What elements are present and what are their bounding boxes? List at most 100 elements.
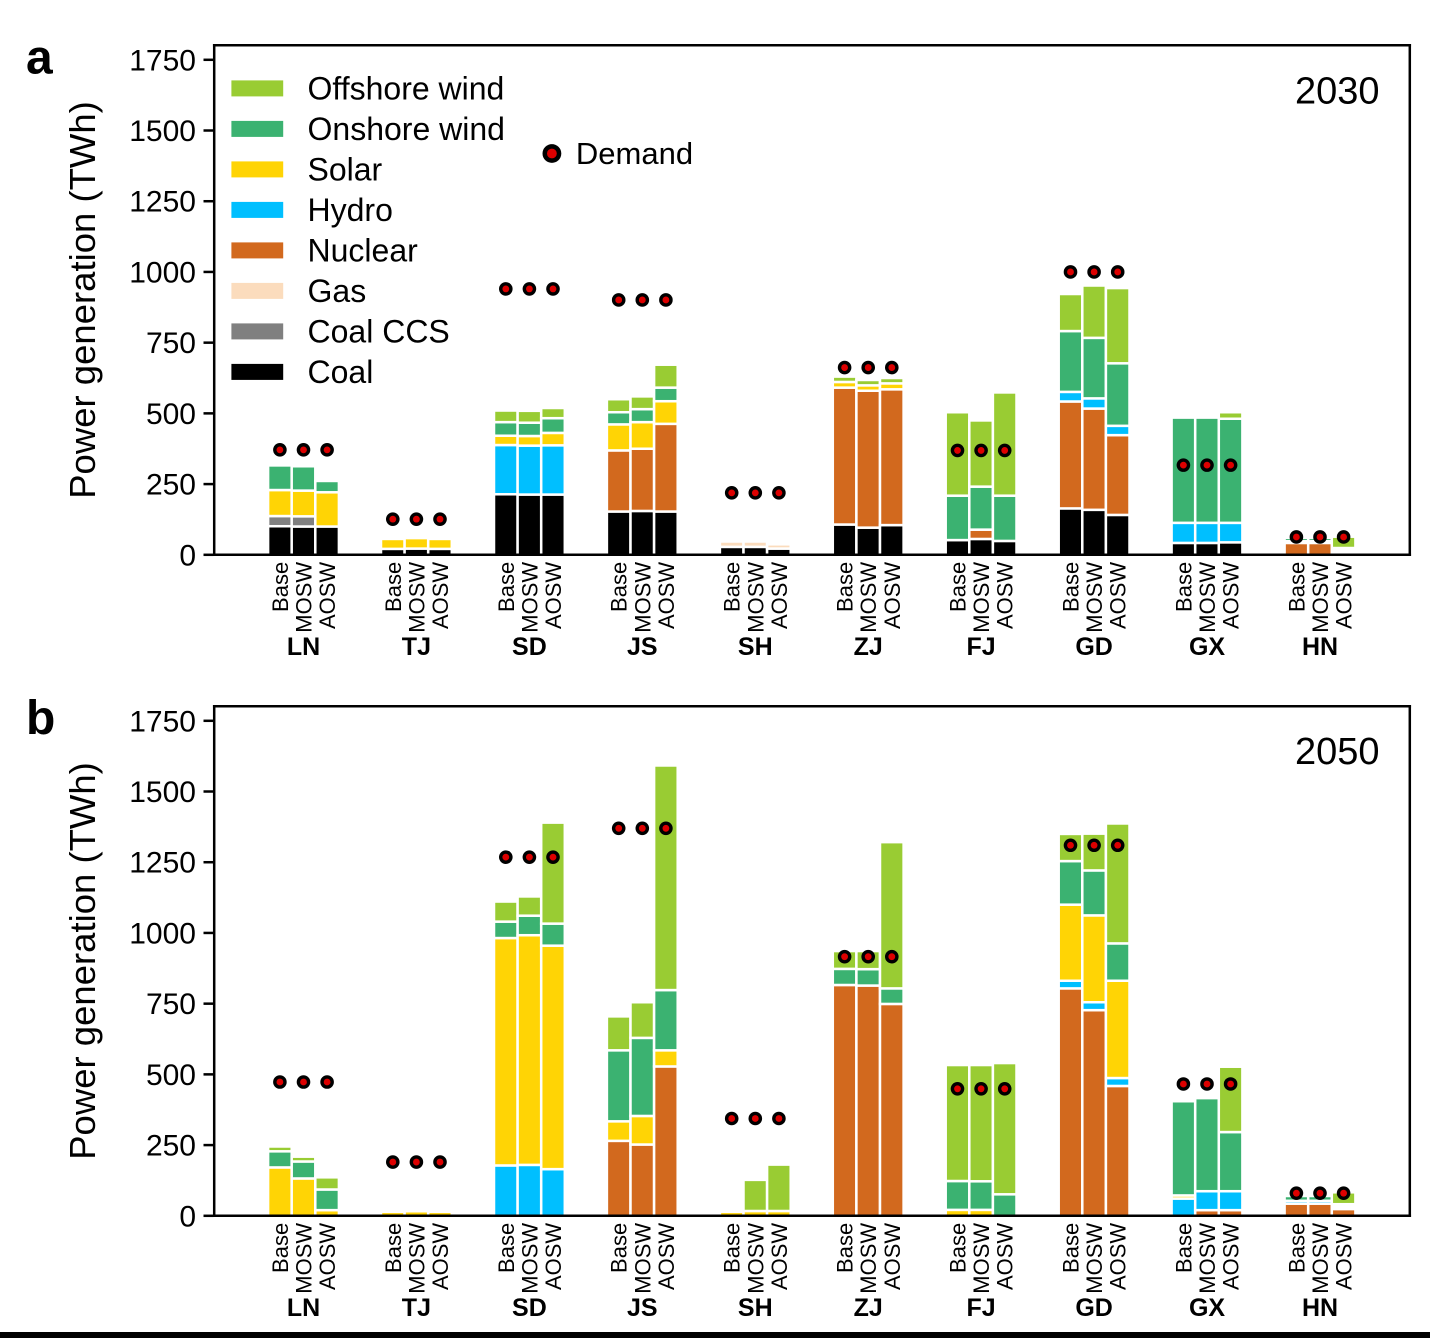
svg-text:1000: 1000 <box>129 256 196 289</box>
svg-text:1750: 1750 <box>129 44 196 77</box>
svg-text:AOSW: AOSW <box>1106 562 1131 629</box>
svg-text:AOSW: AOSW <box>1332 1223 1357 1290</box>
svg-text:Power generation (TWh): Power generation (TWh) <box>62 762 103 1160</box>
svg-text:Base: Base <box>381 562 406 612</box>
svg-text:1500: 1500 <box>129 115 196 148</box>
svg-text:1000: 1000 <box>129 917 196 950</box>
svg-text:0: 0 <box>179 1200 196 1233</box>
svg-text:250: 250 <box>146 469 196 502</box>
svg-text:Coal: Coal <box>308 354 374 390</box>
svg-text:Base: Base <box>1284 562 1309 612</box>
svg-text:Demand: Demand <box>576 136 693 171</box>
svg-text:Base: Base <box>720 562 745 612</box>
svg-text:HN: HN <box>1302 1294 1338 1322</box>
svg-text:Base: Base <box>1059 1223 1084 1273</box>
svg-text:AOSW: AOSW <box>1106 1223 1131 1290</box>
svg-text:GD: GD <box>1075 633 1113 661</box>
svg-text:GX: GX <box>1189 1294 1225 1322</box>
svg-text:AOSW: AOSW <box>767 1223 792 1290</box>
svg-text:AOSW: AOSW <box>428 1223 453 1290</box>
svg-text:SH: SH <box>738 1294 773 1322</box>
svg-text:1500: 1500 <box>129 776 196 809</box>
svg-text:FJ: FJ <box>967 1294 996 1322</box>
svg-text:a: a <box>26 31 53 84</box>
svg-text:Onshore wind: Onshore wind <box>308 111 505 147</box>
svg-text:750: 750 <box>146 988 196 1021</box>
svg-text:Offshore wind: Offshore wind <box>308 70 505 106</box>
svg-text:Coal CCS: Coal CCS <box>308 313 450 349</box>
svg-text:AOSW: AOSW <box>993 562 1018 629</box>
svg-text:Hydro: Hydro <box>308 192 393 228</box>
svg-text:Base: Base <box>1171 562 1196 612</box>
svg-text:JS: JS <box>627 1294 658 1322</box>
svg-text:AOSW: AOSW <box>767 562 792 629</box>
svg-text:MOSW: MOSW <box>856 562 881 633</box>
svg-text:AOSW: AOSW <box>541 1223 566 1290</box>
svg-text:1750: 1750 <box>129 705 196 738</box>
svg-text:500: 500 <box>146 398 196 431</box>
svg-text:1250: 1250 <box>129 186 196 219</box>
svg-text:FJ: FJ <box>967 633 996 661</box>
svg-text:AOSW: AOSW <box>315 562 340 629</box>
svg-text:MOSW: MOSW <box>1308 562 1333 633</box>
svg-text:750: 750 <box>146 327 196 360</box>
svg-text:LN: LN <box>287 633 320 661</box>
svg-text:500: 500 <box>146 1059 196 1092</box>
svg-text:2030: 2030 <box>1295 70 1380 112</box>
svg-text:AOSW: AOSW <box>315 1223 340 1290</box>
svg-text:Base: Base <box>1284 1223 1309 1273</box>
svg-text:MOSW: MOSW <box>969 1223 994 1294</box>
svg-text:AOSW: AOSW <box>993 1223 1018 1290</box>
svg-text:TJ: TJ <box>402 633 431 661</box>
svg-text:Gas: Gas <box>308 273 367 309</box>
svg-text:Base: Base <box>494 1223 519 1273</box>
svg-text:AOSW: AOSW <box>428 562 453 629</box>
svg-text:Base: Base <box>720 1223 745 1273</box>
svg-text:MOSW: MOSW <box>630 562 655 633</box>
svg-text:MOSW: MOSW <box>1195 1223 1220 1294</box>
svg-text:MOSW: MOSW <box>743 562 768 633</box>
svg-text:Power generation (TWh): Power generation (TWh) <box>62 101 103 499</box>
svg-text:Base: Base <box>607 562 632 612</box>
svg-text:MOSW: MOSW <box>517 1223 542 1294</box>
svg-text:MOSW: MOSW <box>743 1223 768 1294</box>
svg-text:MOSW: MOSW <box>1308 1223 1333 1294</box>
svg-text:250: 250 <box>146 1130 196 1163</box>
svg-text:SD: SD <box>512 633 547 661</box>
svg-text:b: b <box>26 692 55 745</box>
svg-text:MOSW: MOSW <box>1195 562 1220 633</box>
svg-text:0: 0 <box>179 539 196 572</box>
svg-text:AOSW: AOSW <box>1332 562 1357 629</box>
svg-text:AOSW: AOSW <box>654 562 679 629</box>
svg-text:Base: Base <box>381 1223 406 1273</box>
svg-text:2050: 2050 <box>1295 731 1380 773</box>
svg-text:ZJ: ZJ <box>854 1294 883 1322</box>
svg-text:Base: Base <box>268 562 293 612</box>
svg-text:MOSW: MOSW <box>404 562 429 633</box>
svg-text:MOSW: MOSW <box>630 1223 655 1294</box>
svg-text:Base: Base <box>268 1223 293 1273</box>
svg-text:Base: Base <box>833 1223 858 1273</box>
svg-text:MOSW: MOSW <box>1082 1223 1107 1294</box>
svg-text:ZJ: ZJ <box>854 633 883 661</box>
svg-text:Solar: Solar <box>308 151 383 187</box>
svg-text:AOSW: AOSW <box>880 562 905 629</box>
svg-text:MOSW: MOSW <box>292 562 317 633</box>
svg-text:HN: HN <box>1302 633 1338 661</box>
svg-text:AOSW: AOSW <box>541 562 566 629</box>
svg-text:SD: SD <box>512 1294 547 1322</box>
svg-text:MOSW: MOSW <box>1082 562 1107 633</box>
svg-text:MOSW: MOSW <box>856 1223 881 1294</box>
svg-text:Base: Base <box>946 562 971 612</box>
svg-text:GX: GX <box>1189 633 1225 661</box>
svg-text:Base: Base <box>1171 1223 1196 1273</box>
svg-text:Base: Base <box>946 1223 971 1273</box>
svg-text:JS: JS <box>627 633 658 661</box>
svg-text:MOSW: MOSW <box>404 1223 429 1294</box>
svg-text:Base: Base <box>833 562 858 612</box>
svg-text:AOSW: AOSW <box>1219 1223 1244 1290</box>
svg-text:Base: Base <box>1059 562 1084 612</box>
svg-text:TJ: TJ <box>402 1294 431 1322</box>
svg-text:1250: 1250 <box>129 847 196 880</box>
svg-text:Nuclear: Nuclear <box>308 232 419 268</box>
